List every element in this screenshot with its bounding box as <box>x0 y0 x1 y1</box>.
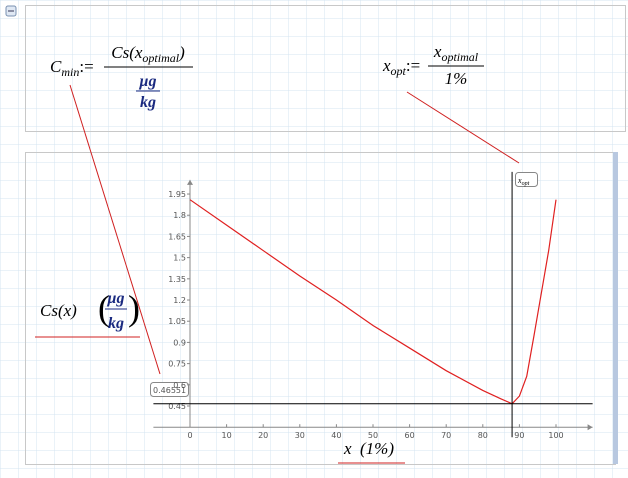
xopt-denominator: 1% <box>445 69 468 88</box>
y-tick-label: 1.05 <box>168 317 186 326</box>
x-axis-unit: (1%) <box>360 439 394 458</box>
y-tick-label: 0.75 <box>168 360 186 369</box>
y-axis-arrow <box>187 179 193 185</box>
x-axis-label: x <box>343 439 352 458</box>
x-tick-label: 70 <box>441 431 451 440</box>
y-tick-label: 1.8 <box>173 211 186 220</box>
x-tick-label: 20 <box>258 431 268 440</box>
y-axis-label: Cs(x) <box>40 301 77 320</box>
paren: ( <box>98 288 110 328</box>
xopt-numerator: xoptimal <box>433 42 479 64</box>
xopt-lhs: xopt:= <box>382 56 420 78</box>
y-tick-label: 1.95 <box>168 190 186 199</box>
cmin-lhs: Cmin:= <box>50 57 94 79</box>
y-tick-label: 1.2 <box>173 296 186 305</box>
x-tick-label: 90 <box>514 431 524 440</box>
y-tick-label: 1.5 <box>173 254 186 263</box>
marker-label-box[interactable] <box>150 382 189 397</box>
unit-top: μg <box>139 73 157 90</box>
x-marker-label: xopt <box>517 176 530 187</box>
x-tick-label: 10 <box>222 431 232 440</box>
y-tick-label: 0.9 <box>173 338 186 347</box>
cmin-numerator: Cs(xoptimal) <box>111 43 185 65</box>
x-axis-arrow <box>587 424 593 431</box>
region-top <box>25 5 626 132</box>
y-tick-label: 0.6 <box>173 381 186 390</box>
link-line <box>406 91 520 164</box>
y-unit-bottom: kg <box>108 315 124 332</box>
y-tick-label: 1.35 <box>168 275 186 284</box>
x-tick-label: 50 <box>368 431 378 440</box>
link-line <box>69 84 161 375</box>
x-tick-label: 60 <box>405 431 415 440</box>
x-tick-label: 100 <box>548 431 563 440</box>
marker-label-box[interactable] <box>515 172 538 187</box>
y-unit-top: μg <box>107 290 125 307</box>
x-tick-label: 30 <box>295 431 305 440</box>
x-tick-label: 40 <box>331 431 341 440</box>
paren: ) <box>128 288 140 328</box>
unit-bottom: kg <box>140 94 156 111</box>
scrollbar[interactable] <box>613 152 618 464</box>
line-series <box>189 199 557 405</box>
y-tick-label: 1.65 <box>168 232 186 241</box>
x-tick-label: 80 <box>478 431 488 440</box>
y-tick-label: 0.45 <box>168 402 186 411</box>
x-tick-label: 0 <box>187 431 192 440</box>
y-marker-label: 0.46551 <box>153 386 186 395</box>
